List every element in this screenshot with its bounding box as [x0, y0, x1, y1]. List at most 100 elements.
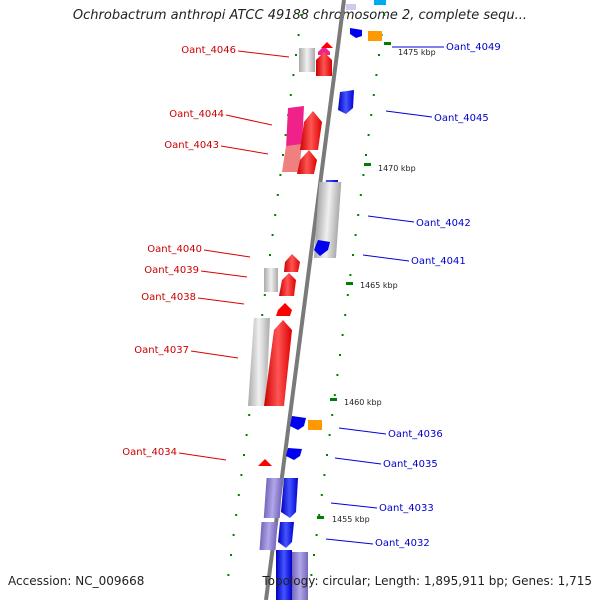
gene-label-oant-4039[interactable]: Oant_4039: [144, 265, 199, 276]
tick-mark: [282, 154, 284, 156]
tick-mark: [359, 194, 362, 196]
scale-label: 1465 kbp: [360, 281, 398, 290]
gene-label-oant-4042[interactable]: Oant_4042: [416, 218, 471, 229]
gene-label-oant-4046[interactable]: Oant_4046: [181, 45, 236, 56]
tick-mark: [341, 334, 344, 336]
tick-mark: [318, 514, 321, 516]
gene-label-oant-4037[interactable]: Oant_4037: [134, 345, 189, 356]
tick-mark: [263, 294, 266, 296]
gene-arrow-oant-4040[interactable]: [284, 254, 300, 272]
gene-arrow-oant-4038[interactable]: [276, 303, 292, 316]
tick-mark: [248, 414, 251, 416]
tick-mark: [320, 494, 323, 496]
gene-arrow-forward[interactable]: [297, 150, 317, 174]
gene-arrow-reverse[interactable]: [350, 28, 362, 38]
tick-mark: [295, 54, 297, 56]
gene-arrow-oant-4036[interactable]: [290, 416, 306, 430]
gene-label-oant-4036[interactable]: Oant_4036: [388, 429, 443, 440]
gene-arrow-forward[interactable]: [300, 111, 322, 150]
tick-mark: [326, 454, 328, 456]
gene-arrow-oant-4034[interactable]: [258, 459, 272, 466]
tick-mark: [313, 554, 315, 556]
tick-mark: [261, 314, 264, 316]
tick-mark: [237, 494, 240, 496]
gene-arrow-oant-4041[interactable]: [314, 240, 330, 256]
cds-box[interactable]: [313, 182, 342, 258]
tick-mark: [383, 14, 386, 16]
gene-arrow-partial[interactable]: [374, 0, 386, 5]
cds-box[interactable]: [248, 318, 270, 406]
gene-label-oant-4045[interactable]: Oant_4045: [434, 113, 489, 124]
feature-orange[interactable]: [368, 31, 382, 41]
cds-box-purple[interactable]: [259, 522, 278, 550]
tick-mark: [243, 454, 245, 456]
gene-arrow-oant-4035[interactable]: [286, 448, 302, 460]
tick-track-right: [310, 14, 386, 576]
tick-mark: [292, 74, 295, 76]
gene-arrow-oant-4044[interactable]: [286, 106, 304, 148]
tick-mark: [323, 474, 326, 476]
gene-arrow-oant-4037[interactable]: [264, 320, 292, 406]
gene-label-oant-4035[interactable]: Oant_4035: [383, 459, 438, 470]
tick-mark: [328, 434, 331, 436]
gene-arrow-oant-4045[interactable]: [338, 90, 354, 114]
tick-mark: [375, 74, 378, 76]
gene-label-oant-4041[interactable]: Oant_4041: [411, 256, 466, 267]
gene-label-oant-4043[interactable]: Oant_4043: [164, 140, 219, 151]
cds-box-purple[interactable]: [263, 478, 283, 518]
tick-mark: [372, 94, 375, 96]
label-leader-lines: [178, 46, 444, 545]
tick-mark: [235, 514, 238, 516]
gene-label-oant-4038[interactable]: Oant_4038: [141, 292, 196, 303]
tick-mark: [279, 174, 282, 176]
tick-mark: [274, 214, 277, 216]
tick-mark: [269, 254, 271, 256]
tick-mark: [333, 394, 336, 396]
gene-label-oant-4040[interactable]: Oant_4040: [147, 244, 202, 255]
tick-mark: [339, 354, 341, 356]
tick-mark: [370, 114, 373, 116]
gene-arrow-oant-4043[interactable]: [282, 144, 302, 172]
tick-mark: [362, 174, 365, 176]
feature-orange[interactable]: [308, 420, 322, 430]
tick-mark: [245, 434, 248, 436]
gene-label-oant-4033[interactable]: Oant_4033: [379, 503, 434, 514]
scale-label: 1475 kbp: [398, 48, 436, 57]
accession-text: Accession: NC_009668: [8, 574, 145, 588]
tick-mark: [230, 554, 232, 556]
tick-mark: [367, 134, 370, 136]
tick-mark: [354, 234, 357, 236]
tick-mark: [240, 474, 243, 476]
cds-box-partial[interactable]: [346, 4, 356, 10]
gene-label-oant-4034[interactable]: Oant_4034: [122, 447, 177, 458]
scale-label: 1460 kbp: [344, 398, 382, 407]
gene-label-oant-4049[interactable]: Oant_4049: [446, 42, 501, 53]
gene-arrow-forward[interactable]: [318, 46, 330, 55]
tick-mark: [300, 14, 303, 16]
cds-box-purple[interactable]: [292, 552, 308, 600]
scale-label: 1455 kbp: [332, 515, 370, 524]
gene-label-oant-4044[interactable]: Oant_4044: [169, 109, 224, 120]
tick-mark: [289, 94, 292, 96]
tick-mark: [352, 254, 354, 256]
gene-label-oant-4032[interactable]: Oant_4032: [375, 538, 430, 549]
tick-mark: [357, 214, 360, 216]
gene-arrow-oant-4032[interactable]: [278, 522, 294, 548]
gene-arrow-oant-4046[interactable]: [316, 52, 332, 76]
gene-arrow-reverse[interactable]: [276, 550, 292, 600]
tick-mark: [365, 154, 367, 156]
gene-arrow-oant-4033[interactable]: [281, 478, 298, 518]
tick-mark: [349, 274, 352, 276]
cds-box[interactable]: [299, 48, 315, 72]
tick-mark: [310, 574, 313, 576]
tick-mark: [297, 34, 300, 36]
tick-mark: [331, 414, 334, 416]
scale-label: 1470 kbp: [378, 164, 416, 173]
cds-box[interactable]: [264, 268, 278, 292]
gene-arrow-forward[interactable]: [321, 42, 333, 48]
tick-mark: [271, 234, 274, 236]
gene-arrow-oant-4039[interactable]: [279, 273, 296, 296]
tick-mark: [344, 314, 347, 316]
